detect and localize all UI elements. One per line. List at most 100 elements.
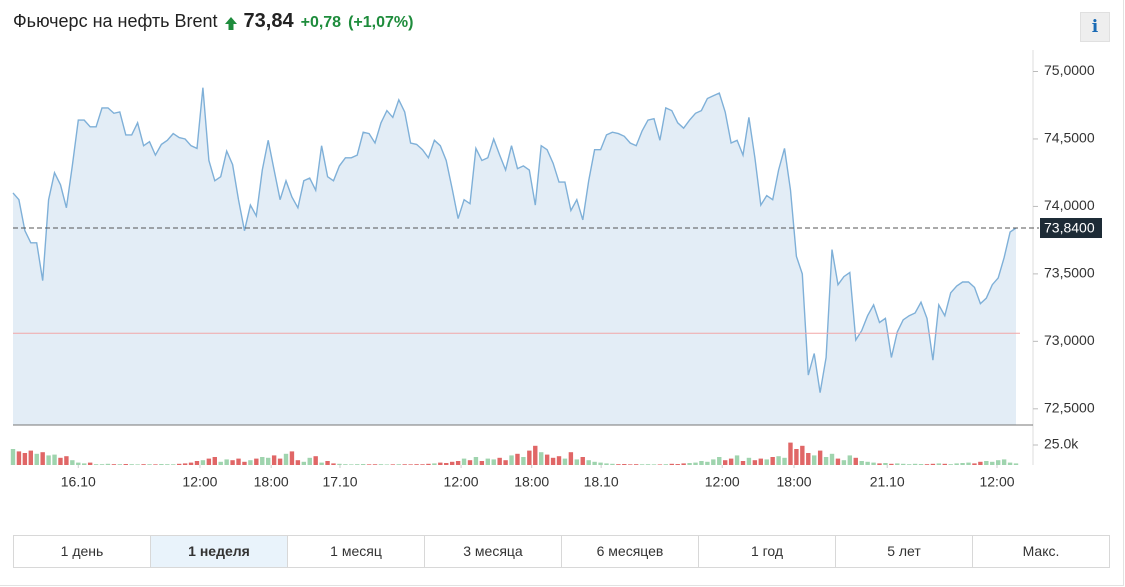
range-button[interactable]: 1 месяц (287, 536, 424, 567)
volume-bar (289, 451, 295, 465)
volume-bar (509, 455, 514, 465)
volume-bar (497, 457, 502, 465)
volume-bar (972, 463, 977, 465)
volume-bar (105, 463, 111, 465)
x-tick-label: 12:00 (705, 474, 740, 490)
y-tick-label: 72,5000 (1044, 400, 1095, 416)
change-percent: (+1,07%) (348, 14, 414, 31)
volume-bar (82, 463, 87, 465)
volume-bar (835, 458, 841, 465)
volume-bar (770, 457, 775, 465)
volume-bar (28, 450, 34, 465)
volume-bar (628, 464, 633, 465)
up-arrow (224, 16, 237, 30)
volume-bar (663, 464, 669, 465)
volume-bar (806, 453, 811, 465)
volume-bar (444, 463, 449, 465)
volume-bar (942, 463, 947, 465)
volume-bar (669, 463, 674, 465)
volume-bar (746, 457, 752, 465)
volume-bar (224, 459, 229, 465)
volume-bar (841, 460, 847, 465)
x-tick-label: 12:00 (182, 474, 217, 490)
range-button[interactable]: 6 месяцев (561, 536, 698, 567)
volume-bar (515, 453, 520, 465)
volume-bar (337, 463, 342, 465)
volume-bar (432, 463, 437, 465)
volume-bar (812, 455, 817, 465)
volume-bar (277, 458, 283, 465)
volume-bar (396, 464, 401, 465)
volume-bar (283, 453, 289, 465)
volume-bar (889, 463, 894, 465)
volume-bar (141, 464, 146, 465)
x-tick-label: 12:00 (979, 474, 1014, 490)
volume-bar (633, 464, 639, 465)
volume-bar (182, 463, 188, 465)
volume-bar (556, 456, 562, 465)
volume-bar (574, 459, 580, 465)
volume-bar (46, 455, 51, 465)
volume-bar (728, 458, 734, 465)
volume-bar (372, 464, 378, 465)
volume-bar (99, 464, 105, 465)
volume-bar (651, 464, 657, 465)
volume-bar (254, 458, 259, 465)
volume-bar (165, 464, 170, 465)
current-price-label: 73,8400 (1044, 220, 1095, 236)
volume-bar (705, 461, 710, 465)
volume-bar (147, 464, 152, 465)
volume-bar (34, 453, 39, 465)
current-price-box (1040, 218, 1102, 239)
volume-bar (355, 464, 360, 465)
volume-bar (752, 460, 758, 465)
info-button[interactable]: i (1080, 12, 1110, 42)
volume-bar (70, 460, 75, 465)
volume-bar (266, 457, 271, 465)
x-tick-label: 18:00 (514, 474, 549, 490)
volume-bar (319, 462, 324, 465)
volume-bar (491, 459, 496, 465)
volume-bar (360, 464, 366, 465)
range-button[interactable]: 1 неделя (150, 536, 287, 567)
volume-bar (159, 464, 164, 465)
volume-bar (586, 460, 591, 465)
range-button[interactable]: Макс. (972, 536, 1109, 567)
volume-bar (40, 452, 45, 465)
volume-bar (960, 463, 965, 465)
volume-bar (717, 457, 722, 465)
volume-bar (580, 457, 585, 465)
volume-bar (711, 459, 716, 465)
volume-bar (402, 464, 407, 465)
volume-bar (473, 457, 479, 465)
volume-bar (930, 463, 936, 465)
volume-bar (438, 462, 443, 465)
x-tick-label: 12:00 (444, 474, 479, 490)
x-tick-label: 17.10 (322, 474, 357, 490)
range-button[interactable]: 5 лет (835, 536, 972, 567)
x-tick-label: 21.10 (870, 474, 905, 490)
range-button[interactable]: 1 день (60, 543, 104, 559)
volume-bar (117, 464, 123, 465)
volume-bar (236, 458, 241, 465)
x-tick-label: 16.10 (61, 474, 96, 490)
volume-bar (598, 462, 603, 465)
volume-bar (153, 464, 158, 465)
volume-bar (503, 460, 508, 465)
volume-bar (349, 464, 354, 465)
range-button[interactable]: 1 год (698, 536, 835, 567)
volume-bar (859, 461, 864, 465)
header: Фьючерс на нефть Brent 73,84 +0,78 (+1,0… (13, 10, 413, 36)
volume-bar (699, 461, 704, 465)
volume-bar (562, 458, 568, 465)
volume-bar (533, 445, 538, 465)
volume-bar (847, 455, 853, 465)
volume-bar (461, 458, 467, 465)
volume-bar (568, 452, 574, 465)
volume-bar (687, 463, 692, 465)
range-button[interactable]: 3 месяца (424, 536, 561, 567)
volume-bar (936, 463, 942, 465)
volume-bar (64, 456, 69, 465)
volume-bar (918, 464, 924, 465)
